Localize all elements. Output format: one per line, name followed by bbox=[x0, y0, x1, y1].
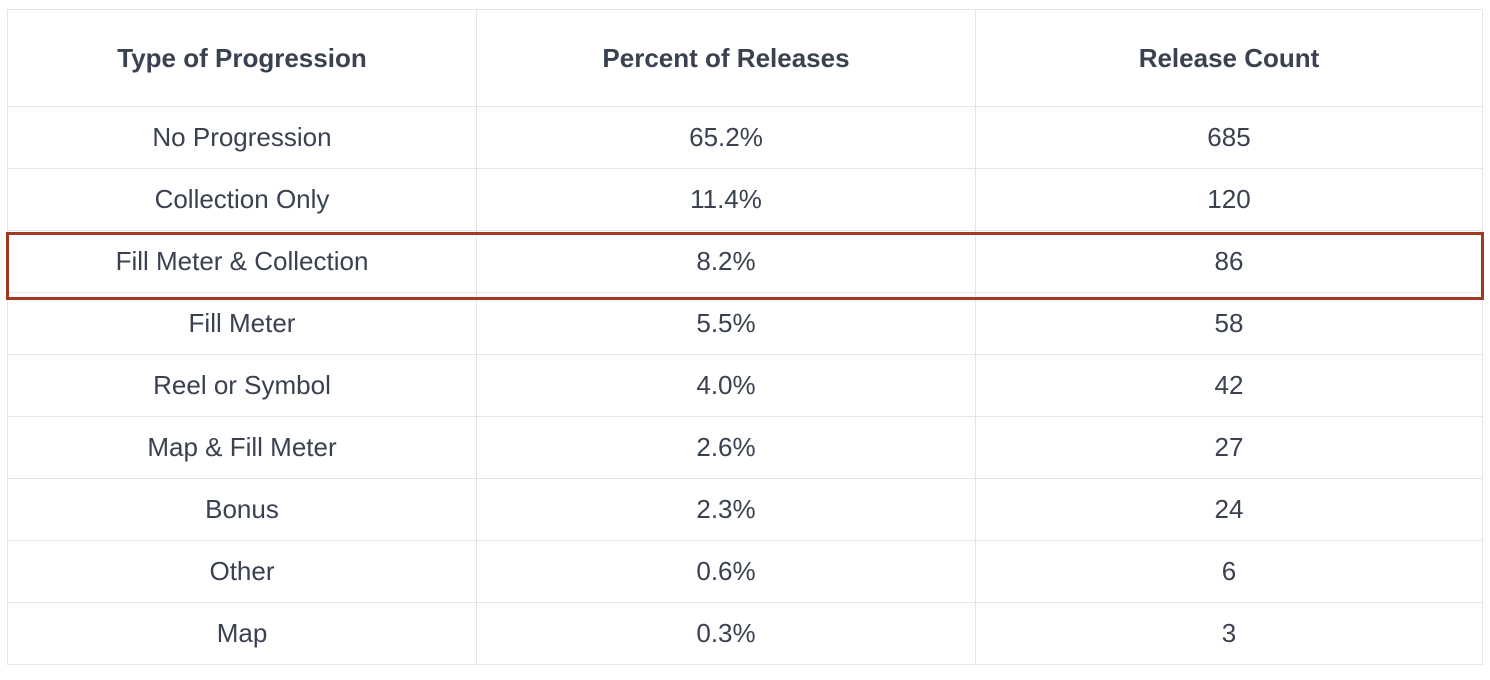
table-header-row: Type of Progression Percent of Releases … bbox=[7, 9, 1483, 107]
table-row: Collection Only 11.4% 120 bbox=[7, 168, 1483, 231]
table-row: Other 0.6% 6 bbox=[7, 540, 1483, 603]
cell-count: 24 bbox=[975, 478, 1483, 541]
table-row: Fill Meter 5.5% 58 bbox=[7, 292, 1483, 355]
progression-table: Type of Progression Percent of Releases … bbox=[7, 9, 1483, 665]
cell-count: 58 bbox=[975, 292, 1483, 355]
header-release-count: Release Count bbox=[975, 9, 1483, 107]
cell-percent: 4.0% bbox=[476, 354, 976, 417]
cell-percent: 0.3% bbox=[476, 602, 976, 665]
cell-percent: 8.2% bbox=[476, 230, 976, 293]
cell-percent: 11.4% bbox=[476, 168, 976, 231]
cell-type: No Progression bbox=[7, 106, 477, 169]
cell-percent: 65.2% bbox=[476, 106, 976, 169]
cell-type: Reel or Symbol bbox=[7, 354, 477, 417]
table-row: Reel or Symbol 4.0% 42 bbox=[7, 354, 1483, 417]
cell-percent: 0.6% bbox=[476, 540, 976, 603]
cell-type: Bonus bbox=[7, 478, 477, 541]
table-row: No Progression 65.2% 685 bbox=[7, 106, 1483, 169]
cell-percent: 5.5% bbox=[476, 292, 976, 355]
cell-type: Fill Meter bbox=[7, 292, 477, 355]
header-percent-of-releases: Percent of Releases bbox=[476, 9, 976, 107]
cell-count: 42 bbox=[975, 354, 1483, 417]
cell-type: Fill Meter & Collection bbox=[7, 230, 477, 293]
cell-count: 3 bbox=[975, 602, 1483, 665]
header-type-of-progression: Type of Progression bbox=[7, 9, 477, 107]
cell-type: Other bbox=[7, 540, 477, 603]
cell-type: Map & Fill Meter bbox=[7, 416, 477, 479]
cell-count: 27 bbox=[975, 416, 1483, 479]
cell-type: Map bbox=[7, 602, 477, 665]
cell-type: Collection Only bbox=[7, 168, 477, 231]
table-row: Map 0.3% 3 bbox=[7, 602, 1483, 665]
table-row: Bonus 2.3% 24 bbox=[7, 478, 1483, 541]
cell-percent: 2.6% bbox=[476, 416, 976, 479]
table-row-highlighted: Fill Meter & Collection 8.2% 86 bbox=[7, 230, 1483, 293]
cell-count: 6 bbox=[975, 540, 1483, 603]
progression-table-container: Type of Progression Percent of Releases … bbox=[7, 9, 1483, 665]
cell-count: 86 bbox=[975, 230, 1483, 293]
table-row: Map & Fill Meter 2.6% 27 bbox=[7, 416, 1483, 479]
cell-count: 685 bbox=[975, 106, 1483, 169]
cell-percent: 2.3% bbox=[476, 478, 976, 541]
cell-count: 120 bbox=[975, 168, 1483, 231]
